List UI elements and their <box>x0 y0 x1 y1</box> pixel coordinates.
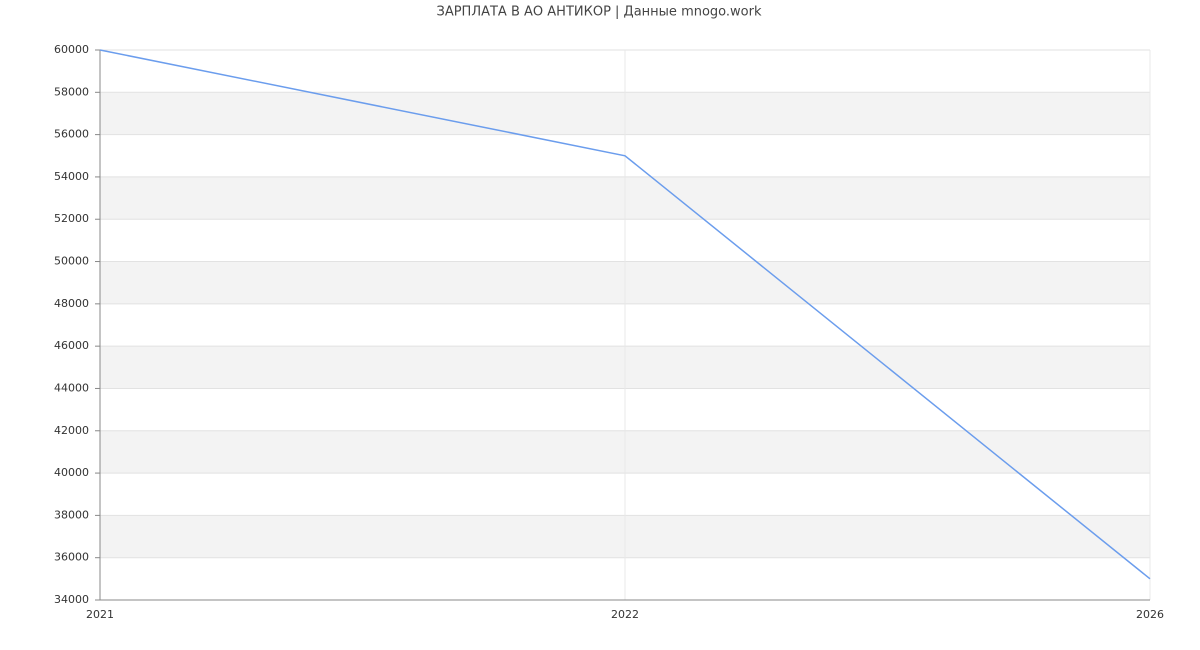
chart-title: ЗАРПЛАТА В АО АНТИКОР | Данные mnogo.wor… <box>436 5 761 20</box>
y-tick-label: 52000 <box>54 212 89 225</box>
line <box>99 49 1151 580</box>
y-tick-label: 50000 <box>54 255 89 268</box>
y-tick-label: 34000 <box>54 593 89 606</box>
y-tick-label: 44000 <box>54 381 89 394</box>
y-tick-label: 48000 <box>54 297 89 310</box>
x-tick-label: 2022 <box>611 608 639 621</box>
y-tick-label: 46000 <box>54 339 89 352</box>
x-tick-label: 2021 <box>86 608 114 621</box>
y-tick-label: 36000 <box>54 551 89 564</box>
y-tick-label: 42000 <box>54 424 89 437</box>
y-tick-label: 58000 <box>54 85 89 98</box>
y-tick-label: 54000 <box>54 170 89 183</box>
y-tick-label: 60000 <box>54 43 89 56</box>
y-tick-label: 40000 <box>54 466 89 479</box>
y-tick-label: 38000 <box>54 508 89 521</box>
y-tick-label: 56000 <box>54 128 89 141</box>
x-tick-label: 2026 <box>1136 608 1164 621</box>
